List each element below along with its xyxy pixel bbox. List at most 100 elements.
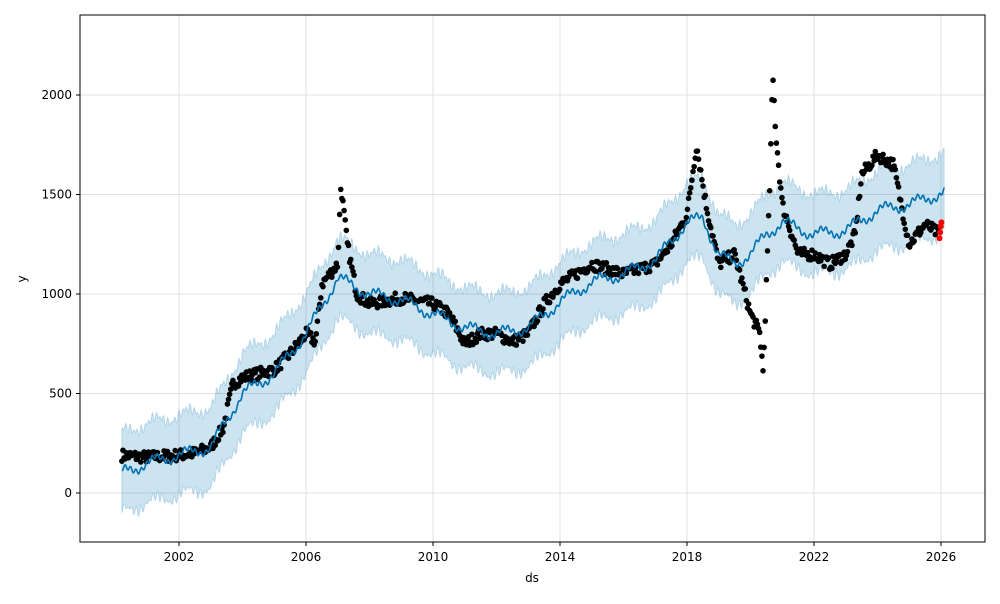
observed-point: [227, 386, 234, 392]
observed-point: [778, 185, 784, 191]
y-tick-label: 1500: [41, 188, 72, 202]
observed-point: [689, 177, 695, 184]
observed-point: [450, 314, 456, 321]
observed-point: [317, 295, 324, 301]
observed-point: [534, 318, 541, 324]
observed-point: [804, 249, 811, 256]
x-tick-label: 2026: [926, 550, 957, 564]
observed-point: [669, 242, 675, 249]
observed-point: [341, 207, 347, 214]
x-tick-label: 2010: [418, 550, 449, 564]
observed-point: [614, 265, 621, 272]
recent-point: [936, 235, 943, 242]
observed-point: [347, 256, 354, 263]
observed-point: [513, 342, 520, 348]
observed-point: [780, 200, 786, 206]
observed-point: [237, 379, 244, 385]
observed-point: [829, 265, 835, 272]
observed-point: [320, 283, 326, 290]
observed-point: [725, 249, 732, 255]
observed-point: [880, 151, 886, 158]
observed-point: [215, 437, 222, 443]
observed-point: [642, 260, 649, 267]
observed-point: [349, 264, 355, 270]
observed-point: [849, 242, 855, 249]
observed-point: [473, 339, 480, 345]
observed-point: [246, 368, 253, 374]
observed-point: [515, 336, 522, 343]
observed-point: [898, 197, 904, 203]
observed-point: [691, 163, 697, 170]
observed-point: [740, 280, 746, 287]
observed-point: [890, 156, 896, 163]
observed-point: [225, 396, 232, 403]
observed-point: [739, 275, 745, 281]
observed-point: [469, 331, 475, 338]
x-tick-label: 2022: [799, 550, 830, 564]
y-tick-label: 0: [64, 486, 72, 500]
observed-point: [695, 156, 702, 162]
observed-point: [704, 210, 711, 217]
observed-point: [688, 185, 694, 191]
observed-point: [603, 260, 610, 266]
observed-point: [756, 329, 763, 336]
observed-point: [901, 220, 907, 227]
observed-point: [337, 186, 344, 193]
y-axis-label: y: [15, 275, 29, 282]
observed-point: [766, 188, 773, 194]
observed-point: [869, 162, 875, 169]
observed-point: [895, 184, 902, 190]
observed-point: [589, 259, 595, 266]
observed-point: [812, 250, 819, 256]
observed-point: [683, 214, 690, 221]
observed-point: [772, 123, 779, 130]
observed-point: [765, 212, 772, 219]
observed-point: [856, 193, 863, 200]
observed-point: [574, 275, 581, 282]
observed-point: [335, 244, 342, 251]
observed-point: [256, 374, 263, 380]
observed-point: [770, 77, 776, 84]
observed-point: [226, 391, 233, 398]
observed-point: [351, 272, 357, 278]
uncertainty-band-area: [121, 147, 945, 518]
observed-point: [779, 194, 785, 201]
observed-point: [429, 295, 435, 301]
observed-point: [763, 276, 770, 283]
observed-point: [773, 140, 780, 146]
observed-point: [164, 448, 171, 455]
observed-point: [329, 274, 335, 280]
observed-point: [844, 248, 851, 255]
y-tick-label: 1000: [41, 287, 72, 301]
observed-point: [892, 166, 899, 173]
observed-point: [786, 227, 793, 234]
observed-point: [708, 224, 714, 231]
observed-point: [260, 367, 266, 374]
observed-point: [700, 183, 706, 189]
observed-point: [664, 249, 671, 255]
observed-point: [694, 148, 701, 154]
observed-point: [224, 401, 231, 407]
observed-point: [771, 97, 777, 104]
observed-point: [774, 150, 781, 156]
observed-point: [212, 442, 218, 449]
observed-point: [759, 353, 765, 359]
observed-point: [345, 242, 352, 249]
observed-point: [698, 167, 704, 173]
observed-point: [761, 344, 767, 351]
observed-point: [768, 141, 774, 147]
observed-point: [137, 459, 144, 465]
observed-point: [543, 292, 550, 299]
x-tick-label: 2002: [164, 550, 195, 564]
observed-point: [858, 181, 864, 187]
y-tick-label: 500: [49, 387, 72, 401]
observed-point: [776, 179, 783, 185]
y-tick-label: 2000: [41, 88, 72, 102]
observed-point: [710, 233, 716, 239]
observed-point: [918, 229, 924, 236]
observed-point: [684, 206, 691, 213]
x-tick-label: 2018: [672, 550, 703, 564]
observed-point: [703, 205, 710, 212]
observed-point: [546, 299, 553, 306]
